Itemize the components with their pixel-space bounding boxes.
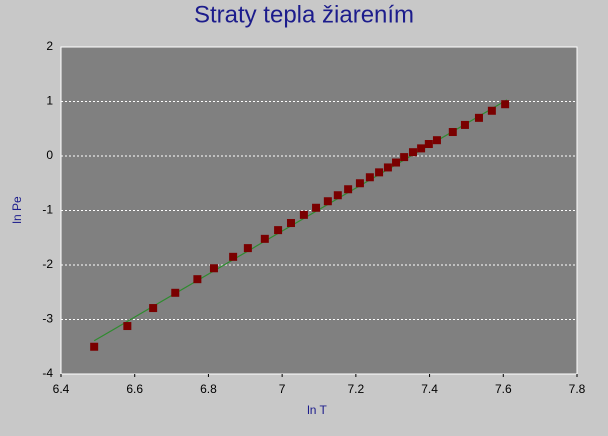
data-point bbox=[417, 144, 426, 153]
data-point bbox=[344, 185, 353, 194]
x-tick-label: 6.8 bbox=[200, 382, 217, 396]
y-tick-label: -1 bbox=[42, 203, 53, 217]
data-point bbox=[123, 322, 132, 331]
x-tick-label: 7.2 bbox=[348, 382, 365, 396]
data-point bbox=[193, 275, 202, 284]
x-tick-label: 7.4 bbox=[421, 382, 438, 396]
data-point bbox=[383, 163, 392, 172]
x-tick-label: 7.6 bbox=[495, 382, 512, 396]
data-point bbox=[209, 264, 218, 273]
data-point bbox=[460, 120, 469, 129]
data-point bbox=[171, 288, 180, 297]
data-point bbox=[260, 234, 269, 243]
data-point bbox=[90, 342, 99, 351]
data-point bbox=[392, 158, 401, 167]
x-tick-label: 6.4 bbox=[53, 382, 70, 396]
y-tick-label: 2 bbox=[46, 39, 53, 53]
data-point bbox=[149, 304, 158, 313]
data-point bbox=[474, 113, 483, 122]
data-point bbox=[312, 203, 321, 212]
data-point bbox=[286, 219, 295, 228]
data-point bbox=[243, 244, 252, 253]
data-point bbox=[323, 197, 332, 206]
data-point bbox=[355, 179, 364, 188]
y-tick-label: -4 bbox=[42, 366, 53, 380]
data-point bbox=[274, 226, 283, 235]
x-tick-label: 7.8 bbox=[569, 382, 586, 396]
data-point bbox=[365, 173, 374, 182]
data-point bbox=[432, 136, 441, 145]
data-point bbox=[375, 168, 384, 177]
y-tick-label: 1 bbox=[46, 94, 53, 108]
data-point bbox=[448, 128, 457, 137]
data-point bbox=[333, 191, 342, 200]
data-point bbox=[501, 100, 510, 109]
data-point bbox=[487, 106, 496, 115]
y-tick-label: -3 bbox=[42, 312, 53, 326]
y-tick-label: 0 bbox=[46, 148, 53, 162]
y-tick-label: -2 bbox=[42, 257, 53, 271]
x-tick-label: 7 bbox=[279, 382, 286, 396]
y-axis-label: ln Pe bbox=[10, 196, 24, 224]
chart-title: Straty tepla žiarením bbox=[194, 1, 414, 28]
data-point bbox=[400, 153, 409, 162]
x-tick-label: 6.6 bbox=[126, 382, 143, 396]
data-point bbox=[229, 252, 238, 261]
data-point bbox=[424, 140, 433, 149]
x-axis-label: ln T bbox=[307, 403, 327, 417]
data-point bbox=[299, 210, 308, 219]
data-point bbox=[408, 148, 417, 157]
